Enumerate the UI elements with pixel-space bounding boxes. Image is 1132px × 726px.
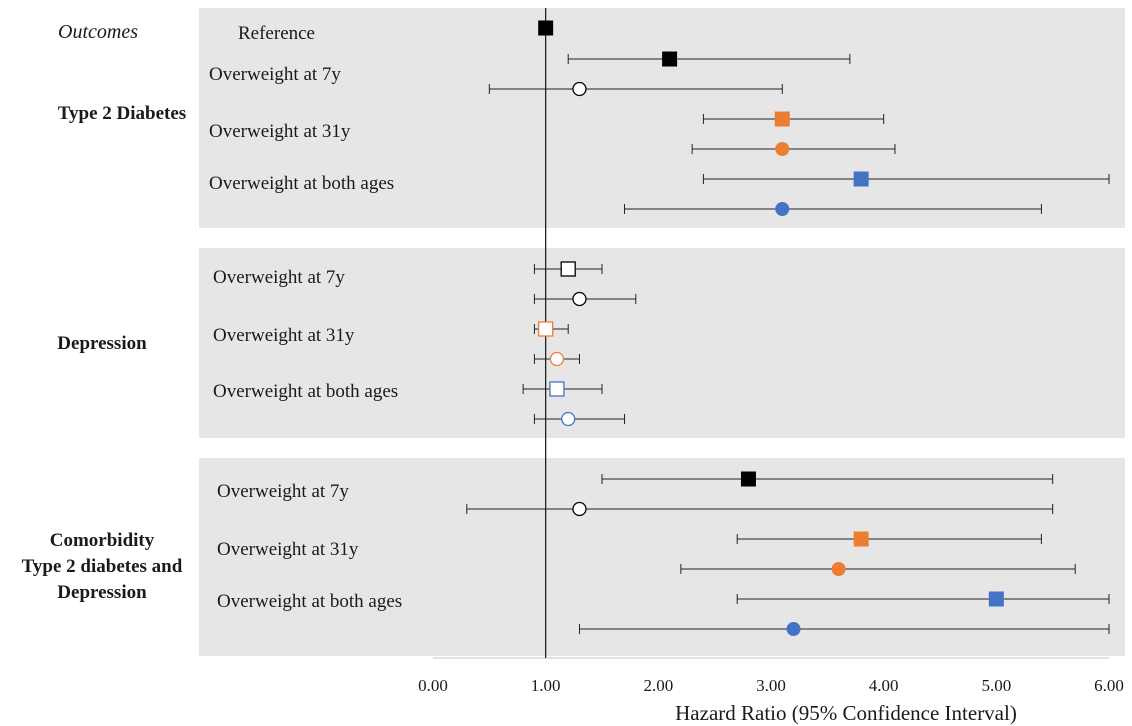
x-tick-label: 6.00	[1094, 676, 1124, 695]
square-marker	[538, 321, 554, 337]
panel-background	[199, 458, 1125, 656]
x-tick-label: 5.00	[981, 676, 1011, 695]
square-marker	[549, 381, 565, 397]
x-axis-title: Hazard Ratio (95% Confidence Interval)	[675, 701, 1017, 725]
outcome-title: Depression	[57, 333, 147, 354]
row-label: Overweight at both ages	[213, 381, 398, 402]
row-label: Overweight at 31y	[209, 121, 351, 142]
row-labels: Reference Overweight at 7y Overweight at 3…	[209, 23, 402, 612]
row-label: Overweight at 7y	[213, 267, 345, 288]
circle-marker	[572, 501, 587, 517]
row-label: Overweight at 31y	[217, 539, 359, 560]
outcomes-header: Outcomes	[58, 21, 138, 43]
outcome-title: Comorbidity	[50, 530, 155, 551]
circle-marker	[831, 562, 846, 576]
square-marker	[988, 591, 1004, 607]
circle-marker	[549, 351, 565, 367]
row-label: Overweight at both ages	[209, 173, 394, 194]
square-marker	[560, 261, 576, 277]
square-marker	[774, 111, 790, 127]
panel-background	[199, 248, 1125, 438]
panel-backgrounds	[199, 8, 1125, 656]
square-marker	[853, 531, 869, 547]
confidence-intervals	[466, 54, 1110, 634]
circle-marker	[572, 81, 587, 97]
row-label: Overweight at both ages	[217, 591, 402, 612]
outcome-title: Type 2 diabetes and	[22, 556, 183, 577]
circle-marker	[561, 411, 576, 427]
row-label: Overweight at 7y	[209, 64, 341, 85]
circle-marker	[786, 622, 801, 636]
circle-marker	[572, 291, 587, 307]
square-marker	[853, 171, 869, 187]
x-tick-label: 0.00	[418, 676, 448, 695]
outcome-title: Depression	[57, 582, 147, 603]
row-label: Overweight at 31y	[213, 325, 355, 346]
row-label: Overweight at 7y	[217, 481, 349, 502]
point-estimates	[538, 20, 1004, 636]
x-tick-label: 3.00	[756, 676, 786, 695]
outcome-title: Type 2 Diabetes	[58, 103, 186, 124]
square-marker	[538, 20, 554, 36]
x-tick-label: 1.00	[531, 676, 561, 695]
circle-marker	[775, 142, 790, 156]
panel-background	[199, 8, 1125, 228]
square-marker	[662, 51, 678, 67]
x-tick-label: 2.00	[643, 676, 673, 695]
square-marker	[740, 471, 756, 487]
x-tick-labels: 0.00 1.00 2.00 3.00 4.00 5.00 6.00	[418, 676, 1124, 695]
outcome-titles: Type 2 Diabetes Depression Comorbidity Type…	[22, 103, 187, 603]
circle-marker	[775, 202, 790, 216]
x-tick-label: 4.00	[869, 676, 899, 695]
row-label: Reference	[238, 23, 315, 44]
